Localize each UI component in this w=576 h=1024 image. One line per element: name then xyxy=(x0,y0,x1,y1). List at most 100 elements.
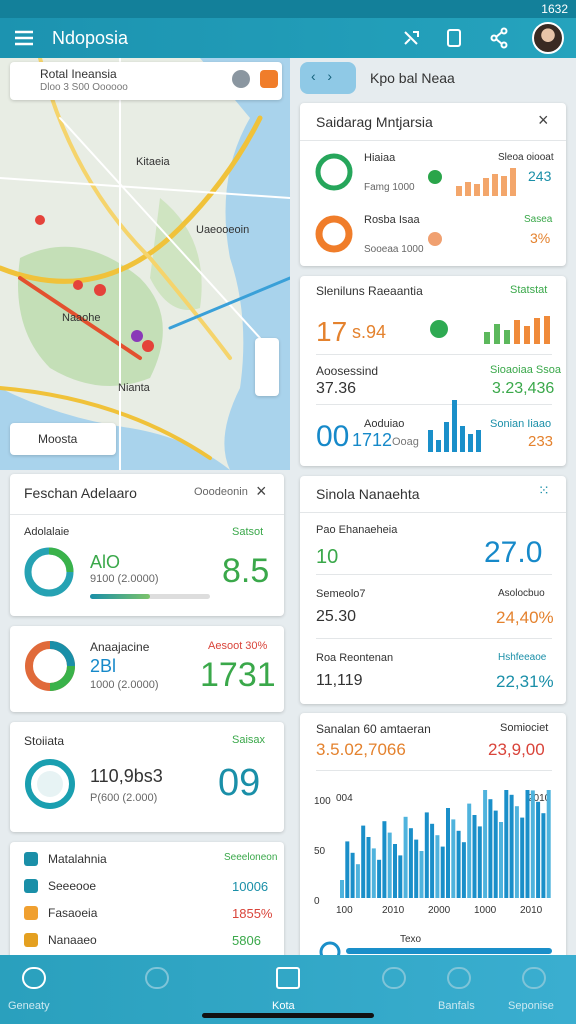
card-title: Feschan Adelaaro xyxy=(24,485,137,501)
corner-label: 004 xyxy=(336,793,353,804)
corner-label: 2010 xyxy=(528,793,551,804)
map-zoom[interactable] xyxy=(255,338,279,396)
home-indicator xyxy=(202,1013,374,1018)
x-tick-label: 100 xyxy=(336,905,353,916)
shape xyxy=(500,27,508,35)
nav-label[interactable]: Seponise xyxy=(508,1000,554,1012)
value: 3.23,436 xyxy=(492,380,555,397)
shape xyxy=(483,178,489,196)
bar-decoration xyxy=(361,825,366,898)
bar-decoration xyxy=(377,859,382,898)
avatar[interactable] xyxy=(532,22,564,54)
nav-icon[interactable] xyxy=(276,967,300,989)
shape xyxy=(468,434,473,452)
bar-decoration xyxy=(419,851,424,898)
bottom-nav xyxy=(0,955,576,1024)
bar-decoration xyxy=(530,790,535,898)
row-value: 3% xyxy=(530,230,551,246)
card-title: Sleniluns Raeaantia xyxy=(316,284,423,298)
bar-decoration xyxy=(493,810,498,898)
bar-decoration xyxy=(435,835,440,898)
label: Aoduiao xyxy=(364,418,405,430)
app-bar xyxy=(0,18,576,58)
nav-icon[interactable] xyxy=(145,967,169,989)
bar-decoration xyxy=(546,790,551,898)
bar-decoration xyxy=(350,852,355,898)
shape xyxy=(500,41,508,49)
close[interactable]: × xyxy=(538,110,549,130)
row-value: 25.30 xyxy=(316,608,357,625)
bar-decoration xyxy=(371,848,376,898)
section-title: Kpo bal Neaa xyxy=(370,70,455,86)
bar-decoration xyxy=(440,846,445,898)
card-title: Sanalan 60 amtaeran xyxy=(316,722,431,736)
row-value: 10 xyxy=(316,546,339,568)
shape xyxy=(444,422,449,452)
row-icon xyxy=(24,933,38,947)
row-sub: Sooeaa 1000 xyxy=(364,244,424,255)
shape xyxy=(38,58,232,360)
map[interactable] xyxy=(0,58,290,470)
shape xyxy=(428,430,433,452)
shape xyxy=(49,641,75,667)
nav-arrows[interactable] xyxy=(300,62,356,94)
nav-label[interactable]: Banfals xyxy=(438,1000,475,1012)
shape xyxy=(476,430,481,452)
tag: Sonian Iiaao xyxy=(490,418,552,430)
bar-decoration xyxy=(525,790,530,898)
row-value: Seeeloneon xyxy=(224,852,278,863)
search-subtitle: Dloo 3 S00 Oooooo xyxy=(40,82,128,93)
card xyxy=(10,842,284,962)
x-tick-label: 2010 xyxy=(520,905,543,916)
tag: Satsot xyxy=(232,526,264,538)
tag: Statstat xyxy=(510,284,548,296)
row-name: Rosba Isaa xyxy=(364,214,420,226)
menu-icon[interactable] xyxy=(14,29,34,47)
shape xyxy=(504,330,510,344)
nav-icon[interactable] xyxy=(447,967,471,989)
detail: 9100 (2.0000) xyxy=(90,573,159,585)
app-icons[interactable] xyxy=(400,26,520,50)
bar-decoration xyxy=(408,828,413,898)
row-label: Semeolo7 xyxy=(316,588,366,600)
row-tag: Sasea xyxy=(524,214,553,225)
bar-decoration xyxy=(424,812,429,898)
nav-icon[interactable] xyxy=(382,967,406,989)
shape xyxy=(495,31,503,45)
shape xyxy=(447,29,461,47)
map-dropdown[interactable] xyxy=(10,423,116,455)
status-time: 1632 xyxy=(541,2,568,16)
y-tick-label: 50 xyxy=(314,846,326,857)
footer-label: Texo xyxy=(400,934,422,945)
map-search-icon xyxy=(260,70,278,88)
ring xyxy=(315,153,353,191)
bar-decoration xyxy=(382,821,387,898)
icon xyxy=(430,320,448,338)
shape xyxy=(25,759,75,809)
row-value: 22,31% xyxy=(496,672,554,691)
bar-decoration xyxy=(536,801,541,898)
bar-decoration xyxy=(366,837,371,898)
row-value: 5806 xyxy=(232,933,261,948)
mini-bars xyxy=(428,400,481,452)
nav-icon[interactable] xyxy=(22,967,46,989)
shape xyxy=(94,284,106,296)
row-label: Pao Ehanaeheia xyxy=(316,524,398,536)
nav-label[interactable]: Geneaty xyxy=(8,1000,50,1012)
shape xyxy=(404,31,419,45)
bar-decoration xyxy=(446,808,450,898)
detail: P(600 (2.000) xyxy=(90,792,158,804)
nav-label[interactable]: Kota xyxy=(272,1000,295,1012)
card-action[interactable]: Ooodeonin xyxy=(194,486,248,498)
shape xyxy=(0,115,263,284)
shape xyxy=(150,198,202,310)
close[interactable]: × xyxy=(256,481,267,501)
divider xyxy=(300,512,566,513)
donut xyxy=(24,547,74,597)
divider xyxy=(316,354,552,355)
bar-decoration xyxy=(430,823,435,898)
big-number: 00 xyxy=(316,420,350,453)
nav-icon[interactable] xyxy=(522,967,546,989)
shape xyxy=(0,386,212,460)
